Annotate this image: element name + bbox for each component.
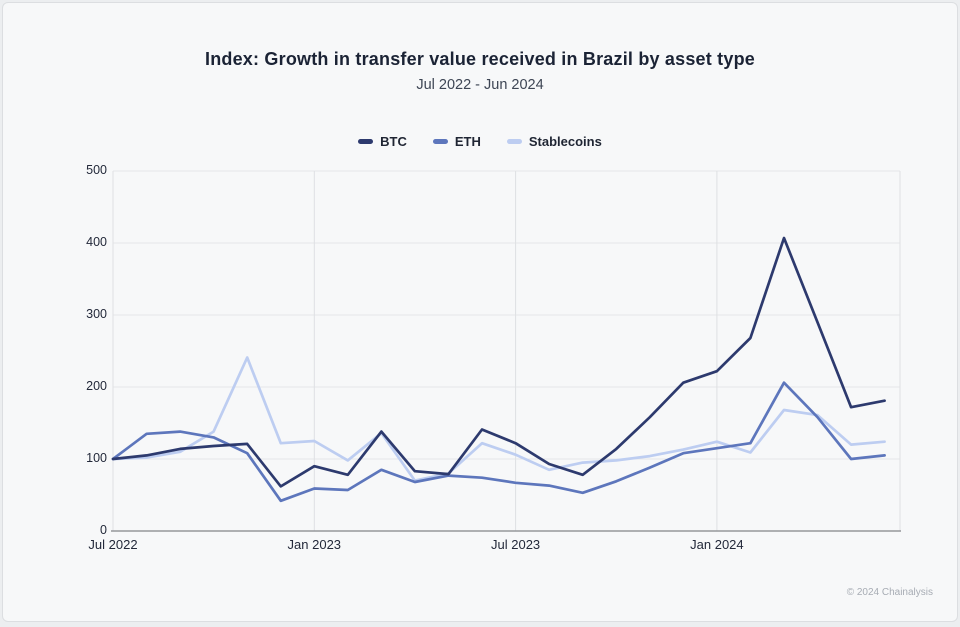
x-axis-tick-label: Jan 2024 (690, 537, 744, 552)
btc-line-marker-icon (358, 139, 374, 144)
x-axis-tick-label: Jul 2023 (491, 537, 541, 552)
chart-title: Index: Growth in transfer value received… (205, 49, 755, 69)
legend-item-btc[interactable]: BTC (358, 134, 407, 149)
copyright-note: © 2024 Chainalysis (846, 587, 933, 598)
x-axis-tick-label: Jul 2022 (88, 537, 138, 552)
y-axis-tick-label: 300 (86, 307, 107, 321)
btc-line (111, 236, 886, 488)
chart-subtitle: Jul 2022 - Jun 2024 (416, 77, 544, 93)
y-axis-tick-label: 500 (86, 163, 107, 177)
y-axis-tick-label: 400 (86, 235, 107, 249)
line-chart (111, 170, 901, 532)
legend-label-stablecoins: Stablecoins (528, 134, 602, 149)
legend-label-eth: ETH (454, 134, 481, 149)
eth-line (111, 381, 886, 503)
y-axis-tick-label: 0 (100, 523, 107, 537)
stablecoins-line-marker-icon (506, 139, 522, 144)
y-axis-tick-label: 100 (86, 451, 107, 465)
chart-legend: BTC ETH Stablecoins (3, 134, 957, 149)
stablecoins-line (111, 356, 886, 482)
eth-line-marker-icon (432, 139, 448, 144)
legend-item-eth[interactable]: ETH (432, 134, 481, 149)
y-axis-tick-label: 200 (86, 379, 107, 393)
legend-item-stablecoins[interactable]: Stablecoins (506, 134, 602, 149)
x-axis-tick-label: Jan 2023 (287, 537, 342, 552)
legend-label-btc: BTC (380, 134, 407, 149)
